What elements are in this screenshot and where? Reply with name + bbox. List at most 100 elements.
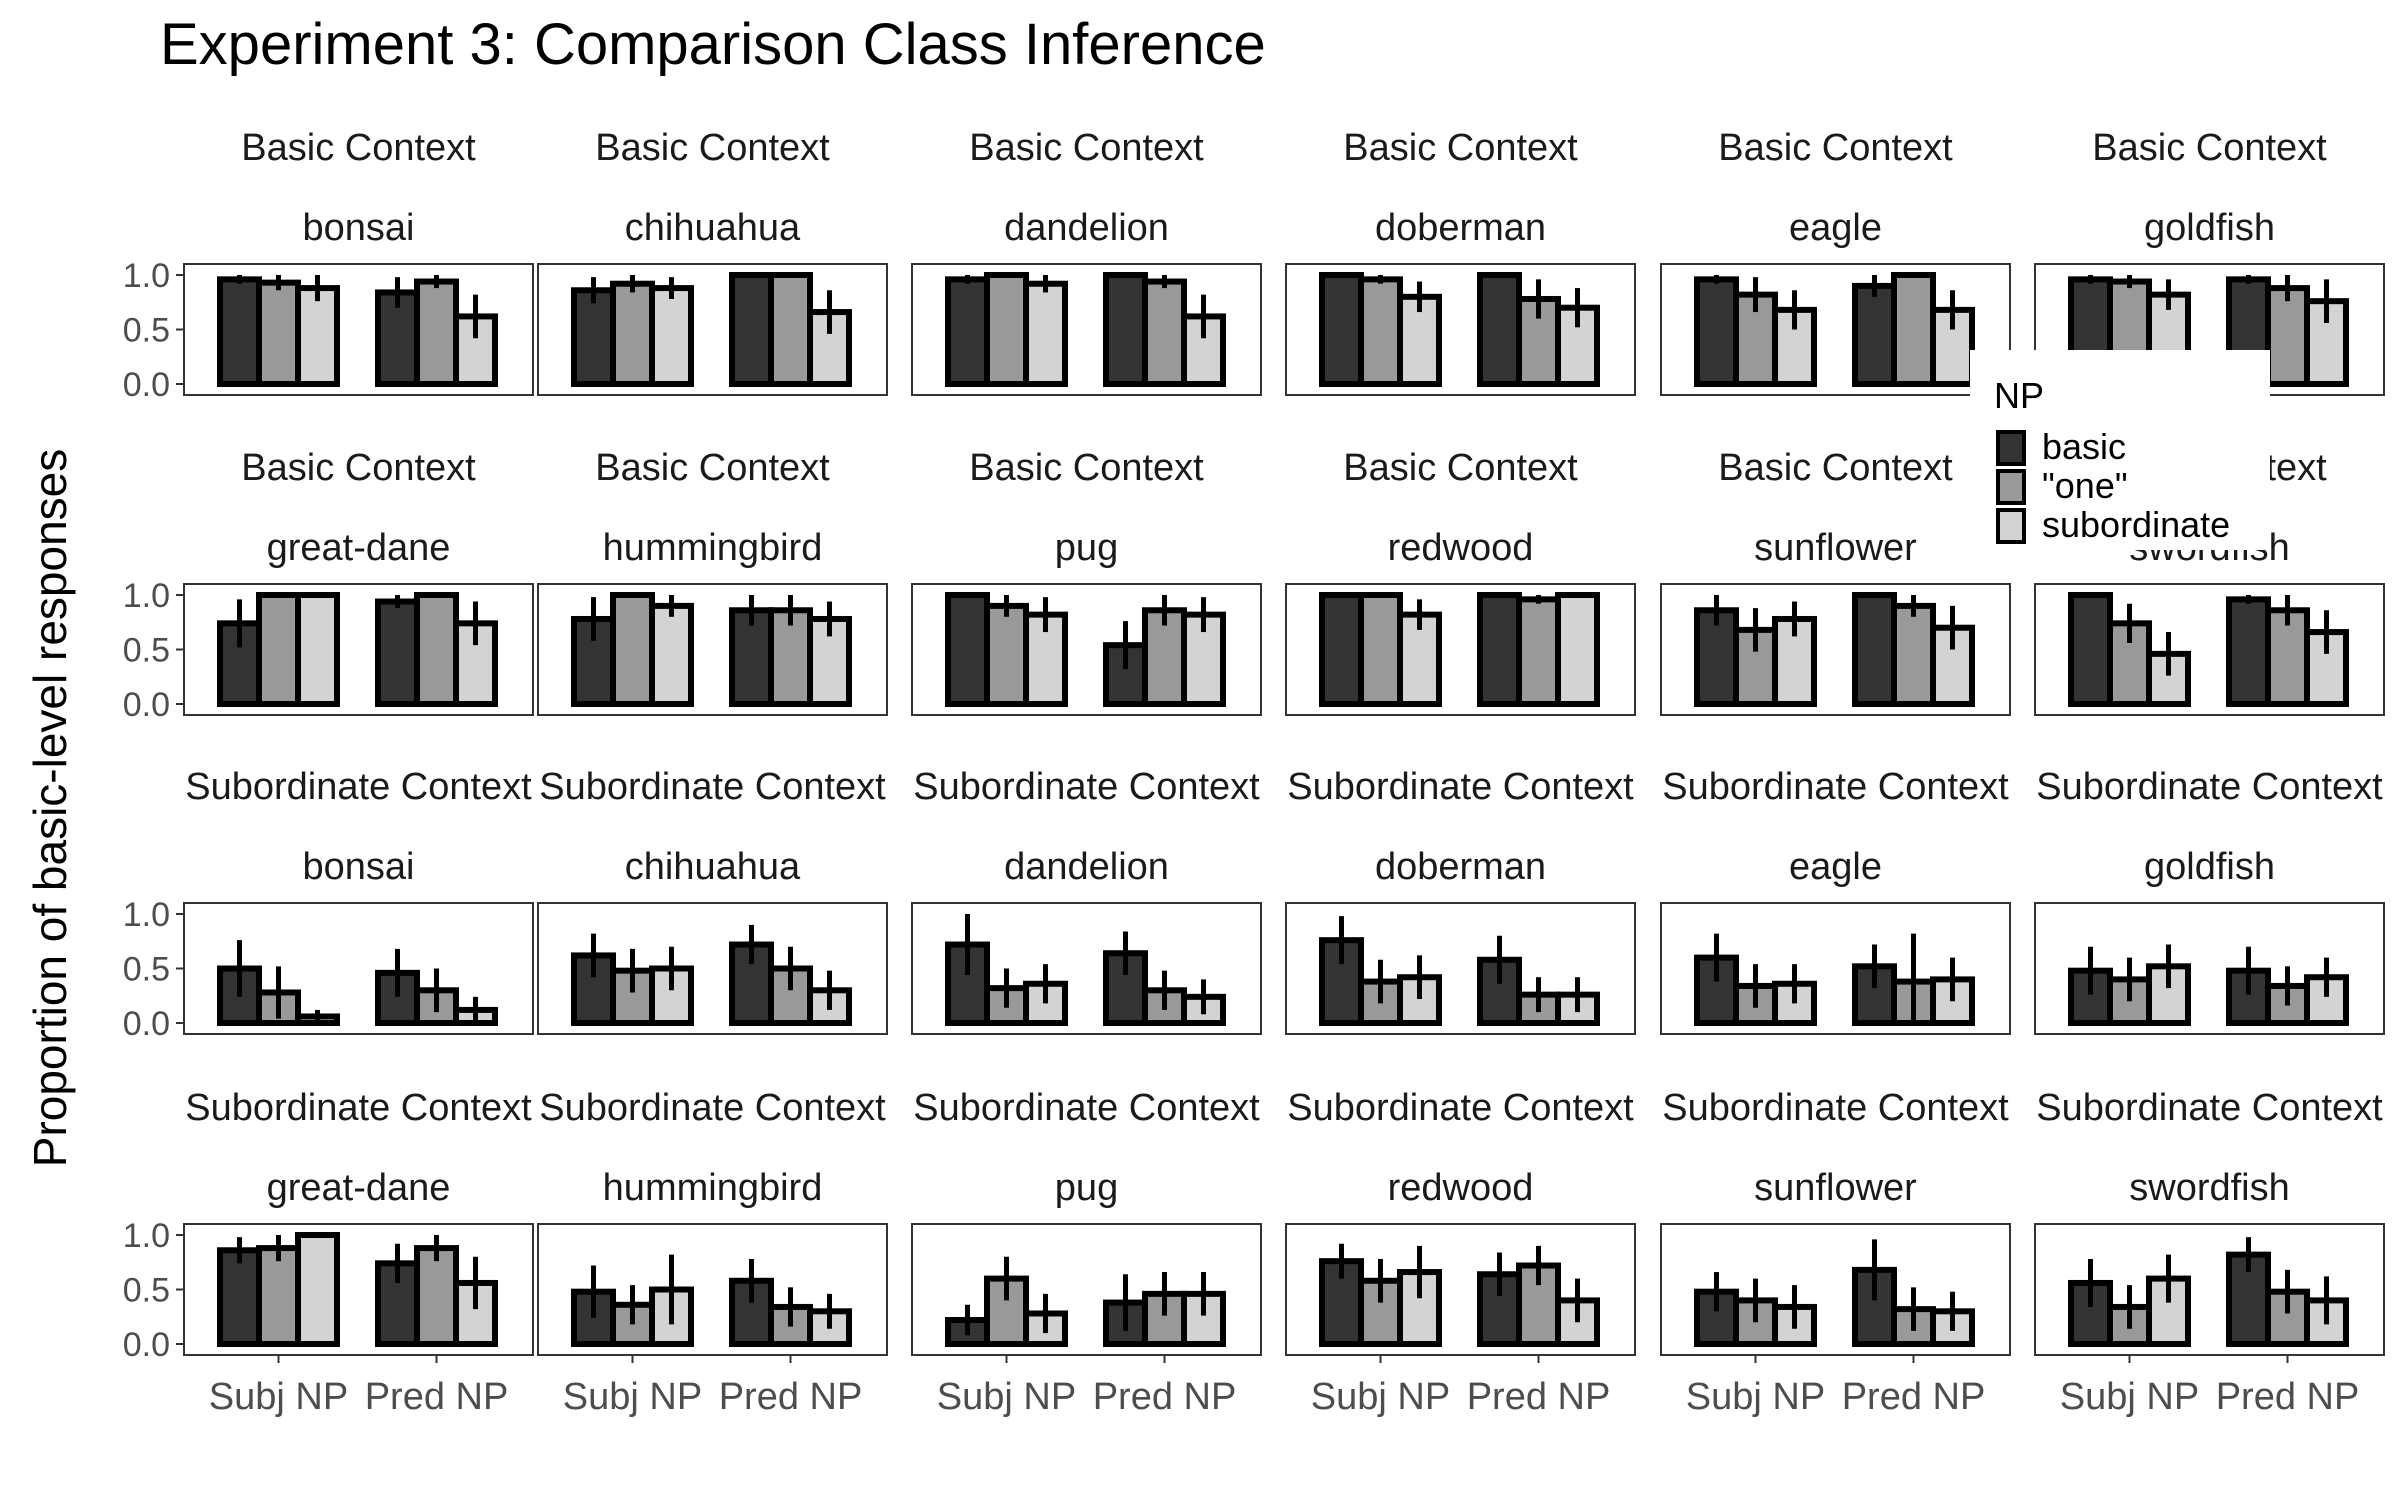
y-tick-label: 1.0 (123, 577, 170, 615)
x-tick-label: Subj NP (2060, 1376, 2199, 1418)
bar-pred-np-one (2265, 607, 2310, 708)
panel-border (537, 902, 888, 1035)
panel-context-label: Subordinate Context (185, 766, 532, 808)
panel-item-label: dandelion (1004, 207, 1169, 249)
panel-basic-context-dandelion: Basic Context dandelion (911, 127, 1262, 396)
panel-item-label: great-dane (267, 1167, 451, 1209)
panel-context-label: Subordinate Context (539, 766, 886, 808)
panel-subordinate-context-goldfish: Subordinate Context goldfish (2034, 766, 2385, 1035)
panel-context-label: Subordinate Context (1287, 766, 1634, 808)
panel-context-label: Basic Context (241, 447, 476, 489)
panel-item-label: sunflower (1754, 527, 1917, 569)
panel-subordinate-context-chihuahua: Subordinate Context chihuahua (537, 766, 888, 1035)
panel-context-label: Basic Context (969, 447, 1204, 489)
panel-context-label: Subordinate Context (2036, 766, 2383, 808)
bar-pred-np-one (768, 272, 813, 387)
panel-item-label: doberman (1375, 846, 1546, 888)
panel-item-label: pug (1055, 527, 1118, 569)
y-tick-label: 1.0 (123, 257, 170, 295)
panel-border (1285, 1223, 1636, 1356)
bar-subj-np-subordinate (1023, 280, 1068, 387)
panel-basic-context-great-dane: Basic Context great-dane 0.0 0.5 1.0 (123, 447, 534, 724)
bar-pred-np-basic (1477, 592, 1522, 707)
x-tick-label: Pred NP (365, 1376, 509, 1418)
bar-pred-np-subordinate (1555, 592, 1600, 707)
bar-subj-np-basic (217, 276, 262, 387)
panel-subordinate-context-doberman: Subordinate Context doberman (1285, 766, 1636, 1035)
bar-pred-np-basic (1477, 272, 1522, 387)
panel-basic-context-sunflower: Basic Context sunflower (1660, 447, 2011, 716)
panel-context-label: Subordinate Context (1662, 766, 2009, 808)
bar-subj-np-one (256, 989, 301, 1026)
panel-subordinate-context-pug: Subordinate Context pug Subj NP Pred NP (911, 1087, 1262, 1418)
panel-border (1285, 583, 1636, 716)
y-tick-label: 0.0 (123, 686, 170, 724)
bar-pred-np-basic (1477, 956, 1522, 1027)
bar-subj-np-one (1358, 276, 1403, 387)
panel-context-label: Subordinate Context (185, 1087, 532, 1129)
panel-border (2034, 1223, 2385, 1356)
bar-subj-np-basic (1319, 272, 1364, 387)
bar-pred-np-one (1891, 602, 1936, 708)
x-tick-label: Subj NP (563, 1376, 702, 1418)
panel-basic-context-eagle: Basic Context eagle (1660, 127, 2011, 396)
bar-pred-np-basic (2226, 596, 2271, 707)
panel-item-label: hummingbird (603, 1167, 823, 1209)
chart-title: Experiment 3: Comparison Class Inference (160, 12, 1266, 77)
bar-subj-np-basic (1319, 592, 1364, 707)
panel-border (1660, 1223, 2011, 1356)
bar-subj-np-one (256, 592, 301, 707)
bar-subj-np-basic (945, 276, 990, 387)
legend: NP basic"one"subordinate (1970, 350, 2270, 550)
bar-pred-np-basic (1852, 282, 1897, 387)
bar-subj-np-subordinate (295, 285, 340, 387)
y-tick-label: 0.0 (123, 366, 170, 404)
panel-subordinate-context-great-dane: Subordinate Context great-dane 0.0 0.5 1.0 Su… (123, 1087, 534, 1418)
y-tick-label: 0.0 (123, 1326, 170, 1364)
panel-border (1660, 263, 2011, 396)
bar-pred-np-one (414, 1245, 459, 1347)
panel-border (537, 583, 888, 716)
panel-context-label: Basic Context (1718, 127, 1953, 169)
panel-context-label: Subordinate Context (2036, 1087, 2383, 1129)
x-tick-label: Pred NP (719, 1376, 863, 1418)
bar-subj-np-subordinate (295, 592, 340, 707)
panel-border (911, 583, 1262, 716)
bar-pred-np-basic (729, 272, 774, 387)
bar-subj-np-subordinate (649, 285, 694, 387)
legend-key-basic (1996, 430, 2026, 466)
bar-subj-np-basic (217, 1247, 262, 1348)
panel-context-label: Subordinate Context (539, 1087, 886, 1129)
panel-item-label: dandelion (1004, 846, 1169, 888)
bar-pred-np-one (414, 278, 459, 388)
bar-pred-np-basic (1852, 592, 1897, 707)
x-tick-label: Pred NP (1842, 1376, 1986, 1418)
y-tick-label: 0.5 (123, 951, 170, 989)
panel-item-label: redwood (1388, 527, 1534, 569)
panel-basic-context-doberman: Basic Context doberman (1285, 127, 1636, 396)
panel-item-label: doberman (1375, 207, 1546, 249)
y-tick-label: 0.5 (123, 1272, 170, 1310)
y-tick-label: 0.0 (123, 1005, 170, 1043)
bar-pred-np-basic (375, 598, 420, 707)
panel-item-label: bonsai (303, 846, 415, 888)
bar-pred-np-one (1891, 272, 1936, 387)
panel-subordinate-context-bonsai: Subordinate Context bonsai 0.0 0.5 1.0 (123, 766, 534, 1043)
panel-item-label: swordfish (2129, 1167, 2290, 1209)
bar-subj-np-one (256, 1245, 301, 1347)
panel-subordinate-context-swordfish: Subordinate Context swordfish Subj NP Pred … (2034, 1087, 2385, 1418)
panel-border (1285, 902, 1636, 1035)
panel-context-label: Basic Context (1343, 447, 1578, 489)
bar-pred-np-one (2265, 285, 2310, 387)
panel-basic-context-bonsai: Basic Context bonsai 0.0 0.5 1.0 (123, 127, 534, 404)
bar-pred-np-one (1516, 596, 1561, 707)
legend-key-subordinate (1996, 508, 2026, 544)
panel-border (1285, 263, 1636, 396)
bar-pred-np-one (1142, 607, 1187, 708)
panel-border (537, 263, 888, 396)
bar-subj-np-one (610, 280, 655, 387)
bar-subj-np-one (984, 602, 1029, 708)
panel-context-label: Subordinate Context (913, 1087, 1260, 1129)
